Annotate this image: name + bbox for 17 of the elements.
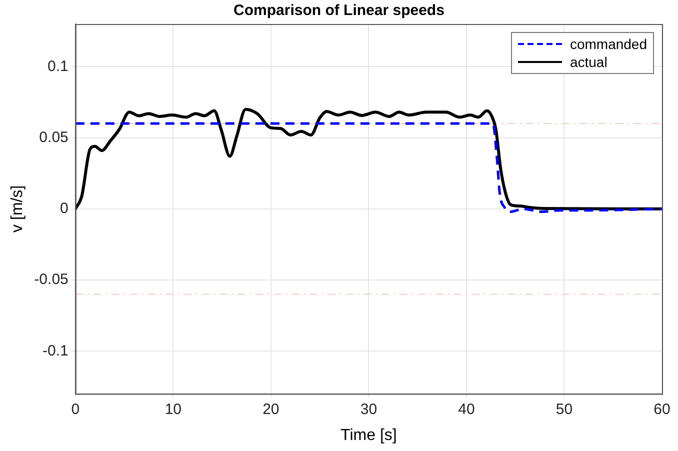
x-tick-label: 10: [164, 400, 182, 418]
x-tick-label: 0: [71, 400, 80, 418]
y-tick-label: 0.1: [48, 58, 68, 75]
x-tick-label: 40: [458, 400, 475, 418]
legend-label: commanded: [570, 35, 647, 53]
x-tick-label: 60: [654, 400, 670, 418]
y-axis-title: v [m/s]: [9, 185, 26, 232]
y-tick-label: 0.05: [39, 128, 68, 146]
y-tick-label: 0: [60, 200, 68, 218]
x-axis-title: Time [s]: [340, 426, 397, 444]
x-tick-label: 20: [262, 400, 280, 418]
legend-label: actual: [570, 53, 608, 71]
x-tick-label: 50: [556, 400, 573, 418]
chart-title: Comparison of Linear speeds: [232, 2, 446, 19]
y-tick-label: -0.05: [34, 271, 68, 288]
x-tick-label: 30: [360, 400, 378, 418]
y-tick-label: -0.1: [42, 342, 68, 360]
